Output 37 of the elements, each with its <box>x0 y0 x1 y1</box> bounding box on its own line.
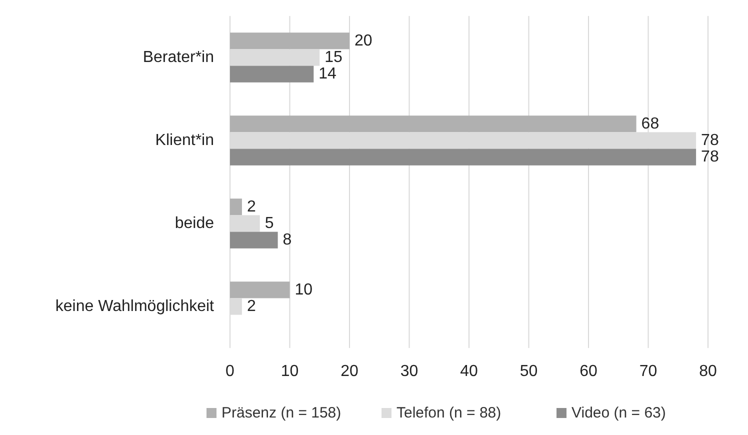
x-tick-label: 10 <box>280 363 299 380</box>
x-tick-label: 70 <box>639 363 658 380</box>
legend-label: Präsenz (n = 158) <box>222 404 342 422</box>
x-tick-label: 60 <box>580 363 598 380</box>
y-tick-label: keine Wahlmöglichkeit <box>55 298 215 315</box>
bar <box>230 232 278 248</box>
data-label: 78 <box>701 148 719 166</box>
data-label: 68 <box>641 115 660 132</box>
data-label: 5 <box>264 215 274 232</box>
bar <box>230 298 242 315</box>
data-label: 8 <box>282 232 292 249</box>
data-label: 2 <box>246 298 256 315</box>
y-tick-label: Berater*in <box>142 49 214 66</box>
x-tick-label: 50 <box>520 363 538 380</box>
bar <box>230 282 290 298</box>
data-label: 14 <box>318 66 337 83</box>
x-tick-label: 80 <box>699 363 717 380</box>
x-tick-label: 30 <box>400 363 418 380</box>
bar <box>230 215 260 232</box>
y-tick-label: beide <box>174 215 214 232</box>
x-tick-label: 40 <box>460 363 478 380</box>
data-label: 10 <box>294 281 313 298</box>
bar <box>230 198 242 216</box>
bar <box>230 116 636 132</box>
y-tick-label: Klient*in <box>155 132 214 149</box>
bar <box>230 66 314 82</box>
bar <box>230 49 320 66</box>
bar <box>230 148 696 166</box>
data-label: 20 <box>354 32 372 50</box>
legend-label: Telefon (n = 88) <box>396 404 502 422</box>
bar <box>230 32 350 50</box>
data-label: 78 <box>701 132 719 149</box>
x-tick-label: 20 <box>340 363 358 380</box>
data-label: 15 <box>324 49 343 66</box>
x-tick-label: 0 <box>226 363 235 380</box>
legend-label: Video (n = 63) <box>572 404 666 422</box>
data-label: 2 <box>246 198 256 216</box>
